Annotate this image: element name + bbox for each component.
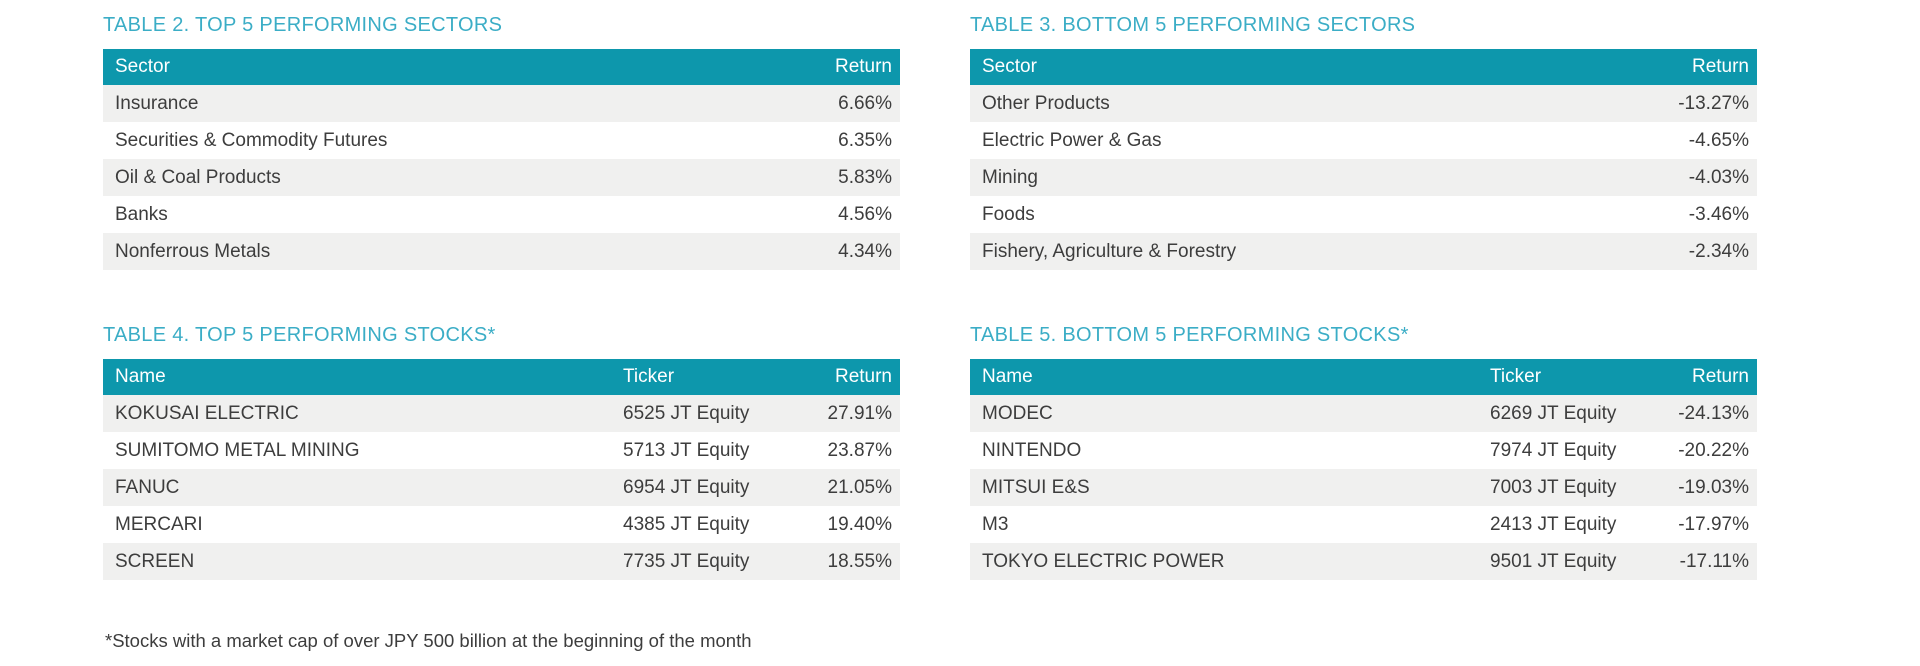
- table-row: Other Products -13.27%: [970, 85, 1757, 122]
- sector-cell: Mining: [982, 166, 1038, 188]
- sector-cell: Oil & Coal Products: [115, 166, 281, 188]
- table-header-row: Name Ticker Return: [103, 359, 900, 395]
- column-header-name: Name: [970, 359, 1478, 395]
- table-top-sectors: Sector Return Insurance 6.66% Securities…: [103, 49, 900, 270]
- sector-cell: Foods: [982, 203, 1035, 225]
- return-cell: 6.35%: [838, 129, 892, 151]
- table-row: Mining -4.03%: [970, 159, 1757, 196]
- table-row: M3 2413 JT Equity -17.97%: [970, 506, 1757, 543]
- return-cell: 4.56%: [838, 203, 892, 225]
- return-cell: 18.55%: [827, 550, 892, 572]
- name-cell: KOKUSAI ELECTRIC: [115, 402, 299, 424]
- column-header-return: Return: [1640, 359, 1757, 395]
- sector-cell: Securities & Commodity Futures: [115, 129, 388, 151]
- sector-cell: Insurance: [115, 92, 199, 114]
- return-cell: 6.66%: [838, 92, 892, 114]
- ticker-cell: 2413 JT Equity: [1490, 513, 1617, 535]
- return-cell: -4.65%: [1688, 129, 1749, 151]
- return-cell: -17.97%: [1678, 513, 1749, 535]
- name-cell: M3: [982, 513, 1009, 535]
- footnote: *Stocks with a market cap of over JPY 50…: [105, 630, 752, 651]
- ticker-cell: 4385 JT Equity: [623, 513, 750, 535]
- sector-cell: Nonferrous Metals: [115, 240, 271, 262]
- return-cell: -17.11%: [1679, 550, 1749, 572]
- table-row: MITSUI E&S 7003 JT Equity -19.03%: [970, 469, 1757, 506]
- return-cell: 23.87%: [827, 439, 892, 461]
- column-header-ticker: Ticker: [1478, 359, 1640, 395]
- table-row: TOKYO ELECTRIC POWER 9501 JT Equity -17.…: [970, 543, 1757, 580]
- column-header-ticker: Ticker: [611, 359, 773, 395]
- table-row: SCREEN 7735 JT Equity 18.55%: [103, 543, 900, 580]
- return-cell: -24.13%: [1678, 402, 1749, 424]
- sector-cell: Electric Power & Gas: [982, 129, 1162, 151]
- sector-cell: Fishery, Agriculture & Forestry: [982, 240, 1237, 262]
- table-row: MERCARI 4385 JT Equity 19.40%: [103, 506, 900, 543]
- return-cell: -20.22%: [1678, 439, 1749, 461]
- table2-title: TABLE 2. TOP 5 PERFORMING SECTORS: [103, 14, 503, 36]
- column-header-return: Return: [770, 49, 900, 85]
- column-header-return: Return: [773, 359, 900, 395]
- name-cell: SCREEN: [115, 550, 195, 572]
- table5-title: TABLE 5. BOTTOM 5 PERFORMING STOCKS*: [970, 324, 1409, 346]
- ticker-cell: 7974 JT Equity: [1490, 439, 1617, 461]
- table-row: Banks 4.56%: [103, 196, 900, 233]
- table-row: Securities & Commodity Futures 6.35%: [103, 122, 900, 159]
- table-row: Insurance 6.66%: [103, 85, 900, 122]
- table-header-row: Sector Return: [103, 49, 900, 85]
- ticker-cell: 7003 JT Equity: [1490, 476, 1617, 498]
- table-bottom-sectors: Sector Return Other Products -13.27% Ele…: [970, 49, 1757, 270]
- return-cell: -13.27%: [1678, 92, 1749, 114]
- table-header-row: Sector Return: [970, 49, 1757, 85]
- return-cell: -3.46%: [1688, 203, 1749, 225]
- table-row: Fishery, Agriculture & Forestry -2.34%: [970, 233, 1757, 270]
- table-bottom-stocks: Name Ticker Return MODEC 6269 JT Equity …: [970, 359, 1757, 580]
- table-row: Nonferrous Metals 4.34%: [103, 233, 900, 270]
- ticker-cell: 5713 JT Equity: [623, 439, 750, 461]
- return-cell: 4.34%: [838, 240, 892, 262]
- table-row: NINTENDO 7974 JT Equity -20.22%: [970, 432, 1757, 469]
- ticker-cell: 7735 JT Equity: [623, 550, 750, 572]
- sector-cell: Other Products: [982, 92, 1110, 114]
- table4-title: TABLE 4. TOP 5 PERFORMING STOCKS*: [103, 324, 496, 346]
- ticker-cell: 6525 JT Equity: [623, 402, 750, 424]
- sector-cell: Banks: [115, 203, 168, 225]
- section-bottom-stocks: TABLE 5. BOTTOM 5 PERFORMING STOCKS* Nam…: [970, 324, 1757, 580]
- column-header-return: Return: [1627, 49, 1757, 85]
- table-row: Electric Power & Gas -4.65%: [970, 122, 1757, 159]
- name-cell: MERCARI: [115, 513, 203, 535]
- ticker-cell: 9501 JT Equity: [1490, 550, 1617, 572]
- table-header-row: Name Ticker Return: [970, 359, 1757, 395]
- table3-title: TABLE 3. BOTTOM 5 PERFORMING SECTORS: [970, 14, 1416, 36]
- column-header-name: Name: [103, 359, 611, 395]
- return-cell: -19.03%: [1678, 476, 1749, 498]
- section-bottom-sectors: TABLE 3. BOTTOM 5 PERFORMING SECTORS Sec…: [970, 14, 1757, 270]
- ticker-cell: 6269 JT Equity: [1490, 402, 1617, 424]
- column-header-sector: Sector: [103, 49, 770, 85]
- section-top-sectors: TABLE 2. TOP 5 PERFORMING SECTORS Sector…: [103, 14, 900, 270]
- table-top-stocks: Name Ticker Return KOKUSAI ELECTRIC 6525…: [103, 359, 900, 580]
- table-row: MODEC 6269 JT Equity -24.13%: [970, 395, 1757, 432]
- name-cell: NINTENDO: [982, 439, 1082, 461]
- name-cell: MITSUI E&S: [982, 476, 1090, 498]
- return-cell: 27.91%: [827, 402, 892, 424]
- return-cell: 5.83%: [838, 166, 892, 188]
- name-cell: SUMITOMO METAL MINING: [115, 439, 360, 461]
- return-cell: -2.34%: [1688, 240, 1749, 262]
- table-row: FANUC 6954 JT Equity 21.05%: [103, 469, 900, 506]
- table-row: KOKUSAI ELECTRIC 6525 JT Equity 27.91%: [103, 395, 900, 432]
- table-row: SUMITOMO METAL MINING 5713 JT Equity 23.…: [103, 432, 900, 469]
- column-header-sector: Sector: [970, 49, 1627, 85]
- return-cell: 19.40%: [827, 513, 892, 535]
- table-row: Oil & Coal Products 5.83%: [103, 159, 900, 196]
- tables-grid: TABLE 2. TOP 5 PERFORMING SECTORS Sector…: [103, 14, 1757, 580]
- return-cell: 21.05%: [827, 476, 892, 498]
- name-cell: FANUC: [115, 476, 180, 498]
- name-cell: TOKYO ELECTRIC POWER: [982, 550, 1225, 572]
- return-cell: -4.03%: [1688, 166, 1749, 188]
- table-row: Foods -3.46%: [970, 196, 1757, 233]
- section-top-stocks: TABLE 4. TOP 5 PERFORMING STOCKS* Name T…: [103, 324, 900, 580]
- name-cell: MODEC: [982, 402, 1053, 424]
- ticker-cell: 6954 JT Equity: [623, 476, 750, 498]
